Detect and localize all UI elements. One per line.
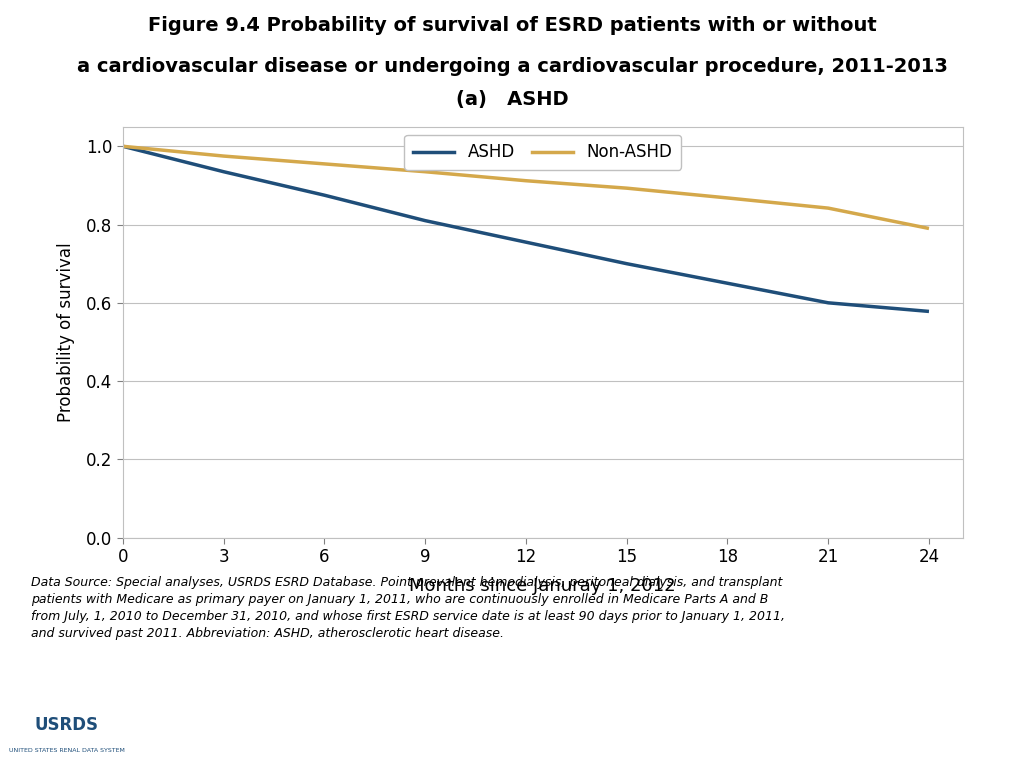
- Line: ASHD: ASHD: [123, 146, 929, 311]
- Legend: ASHD, Non-ASHD: ASHD, Non-ASHD: [404, 135, 681, 170]
- Text: USRDS: USRDS: [35, 716, 98, 734]
- ASHD: [520, 237, 532, 247]
- X-axis label: Months since Januray 1, 2012: Months since Januray 1, 2012: [410, 577, 676, 595]
- Text: Figure 9.4 Probability of survival of ESRD patients with or without: Figure 9.4 Probability of survival of ES…: [147, 16, 877, 35]
- Text: 8: 8: [980, 724, 993, 743]
- Non-ASHD: [721, 194, 733, 203]
- Non-ASHD: [923, 223, 935, 233]
- Line: Non-ASHD: Non-ASHD: [123, 146, 929, 228]
- Non-ASHD: [520, 176, 532, 185]
- ASHD: [117, 141, 129, 151]
- ASHD: [419, 216, 431, 225]
- Non-ASHD: [419, 167, 431, 177]
- FancyBboxPatch shape: [0, 699, 148, 768]
- Non-ASHD: [117, 141, 129, 151]
- ASHD: [217, 167, 229, 177]
- ASHD: [721, 279, 733, 288]
- Text: Data Source: Special analyses, USRDS ESRD Database. Point prevalent hemodialysis: Data Source: Special analyses, USRDS ESR…: [31, 576, 784, 640]
- Non-ASHD: [217, 151, 229, 161]
- Text: (a)   ASHD: (a) ASHD: [456, 91, 568, 109]
- Text: Vol 2, ESRD, Ch 9: Vol 2, ESRD, Ch 9: [417, 724, 607, 743]
- Non-ASHD: [318, 159, 331, 168]
- Non-ASHD: [621, 184, 633, 193]
- ASHD: [621, 259, 633, 268]
- ASHD: [318, 190, 331, 200]
- Non-ASHD: [822, 204, 835, 213]
- Text: UNITED STATES RENAL DATA SYSTEM: UNITED STATES RENAL DATA SYSTEM: [9, 748, 125, 753]
- ASHD: [822, 298, 835, 307]
- Y-axis label: Probability of survival: Probability of survival: [57, 243, 75, 422]
- ASHD: [923, 306, 935, 316]
- Text: a cardiovascular disease or undergoing a cardiovascular procedure, 2011-2013: a cardiovascular disease or undergoing a…: [77, 57, 947, 76]
